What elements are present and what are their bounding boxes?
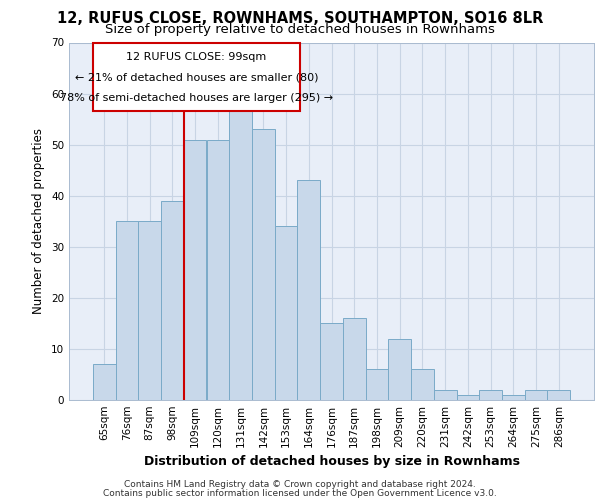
Bar	[547, 390, 570, 400]
Bar	[93, 42, 299, 112]
Text: 78% of semi-detached houses are larger (295) →: 78% of semi-detached houses are larger (…	[60, 92, 333, 102]
Bar	[524, 390, 547, 400]
Text: 12 RUFUS CLOSE: 99sqm: 12 RUFUS CLOSE: 99sqm	[126, 52, 266, 62]
Bar	[388, 338, 411, 400]
Bar	[343, 318, 365, 400]
Text: Contains public sector information licensed under the Open Government Licence v3: Contains public sector information licen…	[103, 488, 497, 498]
Bar	[434, 390, 457, 400]
Text: ← 21% of detached houses are smaller (80): ← 21% of detached houses are smaller (80…	[74, 72, 318, 82]
Bar	[479, 390, 502, 400]
Bar	[411, 370, 434, 400]
Bar	[229, 109, 252, 400]
Bar	[139, 221, 161, 400]
Bar	[161, 201, 184, 400]
Text: Contains HM Land Registry data © Crown copyright and database right 2024.: Contains HM Land Registry data © Crown c…	[124, 480, 476, 489]
Bar	[116, 221, 139, 400]
Bar	[320, 324, 343, 400]
Bar	[298, 180, 320, 400]
Bar	[206, 140, 229, 400]
Y-axis label: Number of detached properties: Number of detached properties	[32, 128, 46, 314]
Bar	[93, 364, 116, 400]
Bar	[252, 130, 275, 400]
Text: 12, RUFUS CLOSE, ROWNHAMS, SOUTHAMPTON, SO16 8LR: 12, RUFUS CLOSE, ROWNHAMS, SOUTHAMPTON, …	[57, 11, 543, 26]
Text: Size of property relative to detached houses in Rownhams: Size of property relative to detached ho…	[105, 22, 495, 36]
Bar	[457, 395, 479, 400]
X-axis label: Distribution of detached houses by size in Rownhams: Distribution of detached houses by size …	[143, 456, 520, 468]
Bar	[275, 226, 298, 400]
Bar	[184, 140, 206, 400]
Bar	[365, 370, 388, 400]
Bar	[502, 395, 524, 400]
